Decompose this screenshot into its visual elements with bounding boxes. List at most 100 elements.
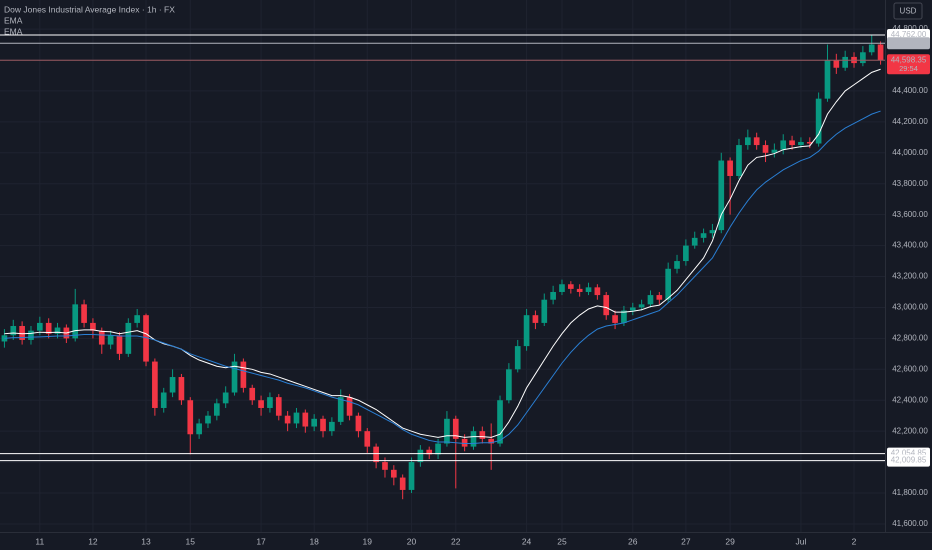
candle-body <box>594 287 601 296</box>
candle-body <box>497 400 503 444</box>
candle-body <box>815 98 822 144</box>
x-tick-label: 24 <box>522 536 532 546</box>
candle-body <box>258 400 264 408</box>
candle-body <box>143 315 149 362</box>
ema-line <box>4 110 881 445</box>
candle-body <box>28 330 34 340</box>
y-tick-label: 43,000.00 <box>892 303 928 312</box>
candle-body <box>860 52 866 64</box>
candle-body <box>382 462 388 470</box>
candle-body <box>771 149 778 153</box>
y-tick-label: 43,800.00 <box>892 179 928 188</box>
candle-body <box>612 315 618 323</box>
candle-body <box>417 449 424 463</box>
candle-body <box>470 431 477 447</box>
candle-body <box>709 230 716 234</box>
candle-body <box>727 160 733 176</box>
candle-body <box>213 403 220 416</box>
candle-body <box>700 233 707 238</box>
candle-body <box>10 326 17 336</box>
candle-body <box>452 418 459 439</box>
candle-body <box>444 418 450 444</box>
y-tick-label: 44,000.00 <box>892 148 928 157</box>
candle-body <box>435 443 441 455</box>
candle-body <box>541 299 548 323</box>
candle-body <box>691 237 698 246</box>
candle-body <box>833 60 840 68</box>
ema-line <box>4 68 881 438</box>
candle-body <box>355 415 362 432</box>
candle-body <box>107 335 114 345</box>
y-tick-label: 42,200.00 <box>892 426 928 435</box>
x-tick-label: 29 <box>725 536 735 546</box>
candle-body <box>231 361 238 393</box>
candle-body <box>408 462 415 490</box>
x-tick-label: 26 <box>628 536 638 546</box>
candle-body <box>329 421 335 432</box>
level-label-box <box>887 37 930 50</box>
candle-body <box>373 446 379 463</box>
candle-body <box>461 438 468 447</box>
x-tick-label: 17 <box>256 536 266 546</box>
candle-body <box>390 469 397 478</box>
marks <box>1 34 884 500</box>
candle-body <box>337 397 344 422</box>
y-tick-label: 42,600.00 <box>892 364 928 373</box>
candle-body <box>514 346 521 370</box>
candle-body <box>762 145 769 153</box>
legend-entry: EMA <box>4 15 23 25</box>
y-tick-label: 41,600.00 <box>892 519 928 528</box>
x-tick-label: Jul <box>795 536 806 546</box>
legend-entry: EMA <box>4 26 23 36</box>
candle-body <box>222 392 229 404</box>
candle-body <box>125 322 132 354</box>
chart-title: Dow Jones Industrial Average Index · 1h … <box>4 4 175 14</box>
x-tick-label: 11 <box>35 536 44 546</box>
level-label-box <box>887 454 930 467</box>
countdown: 29:54 <box>899 64 918 73</box>
y-tick-label: 42,800.00 <box>892 333 928 342</box>
candle-body <box>585 287 592 292</box>
candle-body <box>789 140 795 146</box>
candle-body <box>205 415 211 424</box>
currency: USD <box>900 7 917 16</box>
x-tick-label: 19 <box>363 536 373 546</box>
candle-body <box>311 418 318 427</box>
y-tick-label: 43,200.00 <box>892 272 928 281</box>
candle-body <box>806 141 813 144</box>
candle-body <box>169 377 176 393</box>
candle-body <box>665 268 672 300</box>
candle-body <box>81 304 87 323</box>
x-tick-label: 25 <box>557 536 567 546</box>
candle-body <box>45 322 52 334</box>
candle-body <box>399 477 406 490</box>
candle-body <box>178 377 185 401</box>
grid <box>0 0 885 532</box>
candle-body <box>576 288 583 292</box>
candle-body <box>488 438 495 444</box>
candle-body <box>320 418 326 432</box>
candle-body <box>98 330 105 345</box>
candle-body <box>426 449 433 455</box>
y-tick-label: 43,600.00 <box>892 210 928 219</box>
candle-body <box>842 56 849 68</box>
candle-body <box>567 284 574 289</box>
candle-body <box>674 261 680 269</box>
last-price-box <box>887 54 930 75</box>
currency-box[interactable] <box>893 2 923 20</box>
x-tick-label: 13 <box>141 536 151 546</box>
candle-body <box>152 361 158 408</box>
candle-body <box>523 315 530 347</box>
candle-body <box>479 431 486 439</box>
y-tick-label: 43,400.00 <box>892 241 928 250</box>
candle-body <box>683 245 689 262</box>
last-price-label: 44,598.35 <box>891 55 927 64</box>
level-label: 44,708.25 <box>891 38 927 47</box>
candle-body <box>90 322 96 331</box>
level-label: 42,009.85 <box>891 456 927 465</box>
candle-body <box>753 137 760 146</box>
candle-body <box>638 304 645 308</box>
candle-body <box>877 44 884 61</box>
